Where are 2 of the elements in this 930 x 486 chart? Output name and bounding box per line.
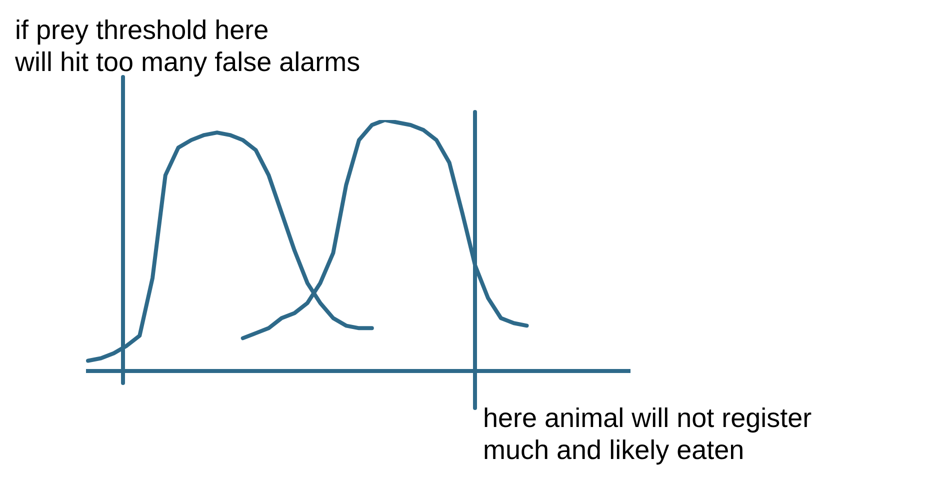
text: here animal will not register much and likely eaten [483, 402, 812, 466]
text: if prey threshold here will hit too many false alarms [15, 14, 360, 78]
